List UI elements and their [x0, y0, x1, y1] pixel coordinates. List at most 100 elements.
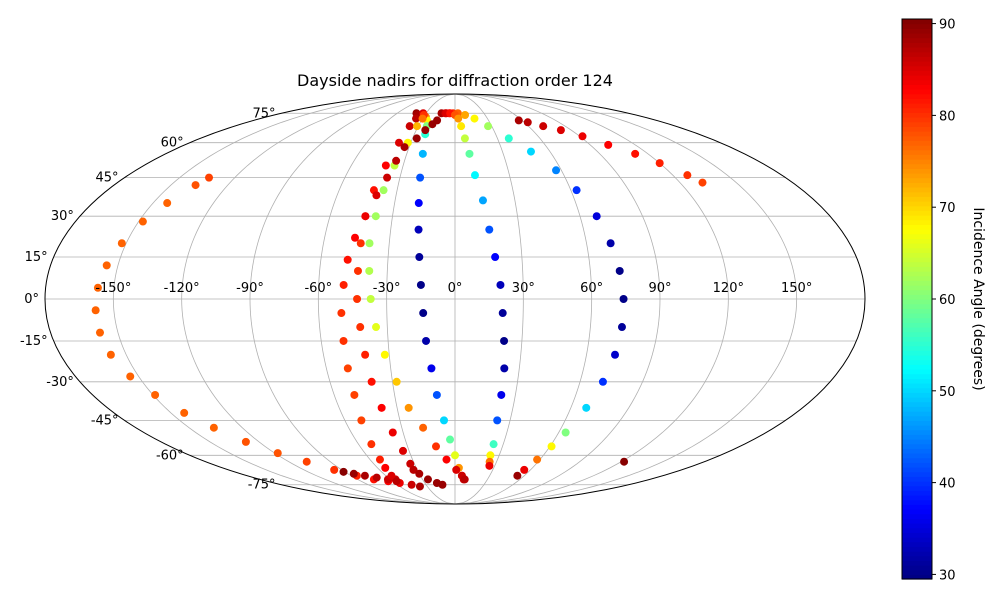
colorbar-segment	[902, 285, 932, 291]
data-point	[102, 261, 111, 270]
data-point	[356, 323, 365, 332]
colorbar-tick-label: 90	[939, 18, 956, 33]
data-point	[209, 423, 218, 432]
data-point	[556, 126, 565, 135]
data-point	[400, 143, 409, 152]
colorbar-segment	[902, 294, 932, 300]
colorbar-segment	[902, 560, 932, 566]
data-point	[582, 403, 591, 412]
data-point	[273, 449, 282, 458]
data-point	[361, 350, 370, 359]
data-point	[361, 212, 370, 221]
colorbar-segment	[902, 266, 932, 272]
colorbar-segment	[902, 173, 932, 179]
colorbar-segment	[902, 252, 932, 258]
colorbar-segment	[902, 481, 932, 487]
data-point	[547, 442, 556, 451]
colorbar-segment	[902, 224, 932, 230]
colorbar-tick-label: 70	[939, 201, 956, 216]
colorbar-segment	[902, 359, 932, 365]
colorbar-segment	[902, 406, 932, 412]
colorbar-tick-label: 50	[939, 385, 956, 400]
data-point	[375, 455, 384, 464]
data-point	[357, 416, 366, 425]
data-point	[380, 350, 389, 359]
data-point	[191, 181, 200, 190]
data-point	[365, 239, 374, 248]
data-point	[339, 280, 348, 289]
colorbar-segment	[902, 70, 932, 76]
data-point	[415, 253, 424, 262]
data-point	[683, 171, 692, 180]
data-point	[126, 372, 135, 381]
colorbar-segment	[902, 485, 932, 491]
data-point	[339, 467, 348, 476]
colorbar-segment	[902, 397, 932, 403]
data-point	[405, 122, 414, 131]
data-point	[383, 173, 392, 182]
chart-title: Dayside nadirs for diffraction order 124	[297, 71, 613, 90]
colorbar-segment	[902, 215, 932, 221]
data-point	[592, 212, 601, 221]
data-point	[241, 437, 250, 446]
colorbar-segment	[902, 243, 932, 249]
data-point	[339, 336, 348, 345]
colorbar-segment	[902, 420, 932, 426]
colorbar-segment	[902, 415, 932, 421]
colorbar-segment	[902, 93, 932, 99]
data-point	[561, 428, 570, 437]
data-point	[604, 140, 613, 149]
data-point	[533, 455, 542, 464]
y-tick-label: 0°	[24, 292, 39, 307]
colorbar-segment	[902, 373, 932, 379]
data-point	[394, 138, 403, 147]
colorbar-segment	[902, 131, 932, 137]
colorbar-segment	[902, 518, 932, 524]
data-point	[412, 114, 421, 123]
data-point	[500, 364, 509, 373]
data-point	[598, 377, 607, 386]
data-point	[489, 440, 498, 449]
colorbar-segment	[902, 490, 932, 496]
colorbar-segment	[902, 411, 932, 417]
colorbar-segment	[902, 401, 932, 407]
y-tick-label: 75°	[252, 106, 275, 121]
data-point	[350, 390, 359, 399]
colorbar-segment	[902, 546, 932, 552]
data-point	[366, 295, 375, 303]
colorbar-segment	[902, 23, 932, 29]
data-point	[365, 266, 374, 275]
colorbar-segment	[902, 145, 932, 151]
data-point	[655, 159, 664, 168]
data-point	[377, 403, 386, 412]
data-point	[498, 309, 507, 318]
colorbar-segment	[902, 551, 932, 557]
colorbar-segment	[902, 121, 932, 127]
data-point	[351, 233, 360, 242]
colorbar-segment	[902, 98, 932, 104]
colorbar-segment	[902, 210, 932, 216]
colorbar-segment	[902, 504, 932, 510]
data-point	[485, 225, 494, 234]
colorbar-segment	[902, 327, 932, 333]
data-point	[513, 471, 522, 480]
y-tick-label: 30°	[51, 209, 74, 224]
data-point	[93, 283, 102, 292]
data-point	[151, 390, 160, 399]
data-point	[91, 306, 100, 315]
data-point	[451, 451, 459, 460]
colorbar-segment	[902, 299, 932, 305]
colorbar-segment	[902, 434, 932, 440]
colorbar-segment	[902, 495, 932, 501]
colorbar-segment	[902, 140, 932, 146]
colorbar-segment	[902, 168, 932, 174]
colorbar-segment	[902, 280, 932, 286]
data-point	[439, 416, 448, 425]
colorbar-segment	[902, 233, 932, 239]
colorbar-segment	[902, 467, 932, 473]
colorbar-segment	[902, 182, 932, 188]
colorbar-segment	[902, 154, 932, 160]
data-point	[343, 364, 352, 373]
y-tick-label: 45°	[96, 171, 119, 186]
colorbar-segment	[902, 574, 932, 580]
